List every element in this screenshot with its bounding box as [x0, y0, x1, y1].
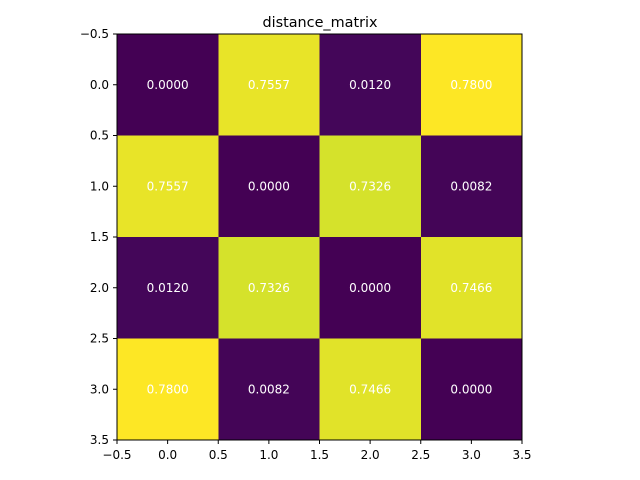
x-tick-label: 1.5 — [310, 448, 329, 462]
heatmap-cell — [319, 237, 421, 339]
y-tick-label: 2.0 — [90, 281, 109, 295]
heatmap-cell-label: 0.0082 — [248, 382, 290, 396]
x-axis-ticks: −0.5 0.0 0.5 1.0 1.5 2.0 2.5 3.0 3.5 — [102, 440, 532, 462]
heatmap-cell — [218, 237, 320, 339]
heatmap-cell-label: 0.0120 — [147, 281, 189, 295]
y-tick-label: 3.0 — [90, 382, 109, 396]
heatmap-cell-label: 0.0120 — [349, 78, 391, 92]
heatmap-cell-label: 0.7800 — [147, 382, 189, 396]
heatmap-cell — [420, 237, 522, 339]
y-tick-label: 3.5 — [90, 433, 109, 447]
chart-title: distance_matrix — [262, 15, 378, 31]
heatmap-cell-label: 0.7326 — [349, 179, 391, 193]
x-tick-label: 1.0 — [259, 448, 278, 462]
y-tick-label: 1.5 — [90, 230, 109, 244]
heatmap-cell — [218, 338, 320, 440]
heatmap-cell-label: 0.0082 — [450, 179, 492, 193]
y-axis-ticks: −0.5 0.0 0.5 1.0 1.5 2.0 2.5 3.0 3.5 — [80, 27, 117, 447]
heatmap-cell-label: 0.0000 — [450, 382, 492, 396]
heatmap-cell-label: 0.7557 — [147, 179, 189, 193]
heatmap-cell-label: 0.7326 — [248, 281, 290, 295]
y-tick-label: 2.5 — [90, 332, 109, 346]
x-tick-label: 2.5 — [411, 448, 430, 462]
heatmap-cell-label: 0.7800 — [450, 78, 492, 92]
heatmap-cell — [420, 34, 522, 136]
heatmap-cell — [319, 34, 421, 136]
x-tick-label: 3.0 — [462, 448, 481, 462]
heatmap-cell — [218, 135, 320, 237]
y-tick-label: 0.5 — [90, 129, 109, 143]
heatmap-cell — [319, 338, 421, 440]
heatmap-cell-label: 0.7557 — [248, 78, 290, 92]
heatmap-cell — [117, 237, 219, 339]
x-tick-label: 0.0 — [158, 448, 177, 462]
heatmap-cell — [117, 135, 219, 237]
heatmap-cell-label: 0.7466 — [349, 382, 391, 396]
y-tick-label: 0.0 — [90, 78, 109, 92]
heatmap-cells — [117, 34, 522, 440]
heatmap-cell — [218, 34, 320, 136]
heatmap-cell-label: 0.0000 — [349, 281, 391, 295]
heatmap-cell — [117, 338, 219, 440]
heatmap-cell-label: 0.0000 — [248, 179, 290, 193]
y-tick-label: −0.5 — [80, 27, 109, 41]
y-tick-label: 1.0 — [90, 179, 109, 193]
heatmap-cell — [117, 34, 219, 136]
heatmap-cell-label: 0.0000 — [147, 78, 189, 92]
x-tick-label: 2.0 — [361, 448, 380, 462]
heatmap-cell — [420, 135, 522, 237]
heatmap-cell — [319, 135, 421, 237]
heatmap-cell — [420, 338, 522, 440]
heatmap-cell-label: 0.7466 — [450, 281, 492, 295]
heatmap-cell-labels: 0.0000 0.7557 0.0120 0.7800 0.7557 0.0000 0.73… — [147, 78, 493, 397]
x-tick-label: −0.5 — [102, 448, 131, 462]
x-tick-label: 0.5 — [209, 448, 228, 462]
x-tick-label: 3.5 — [512, 448, 531, 462]
